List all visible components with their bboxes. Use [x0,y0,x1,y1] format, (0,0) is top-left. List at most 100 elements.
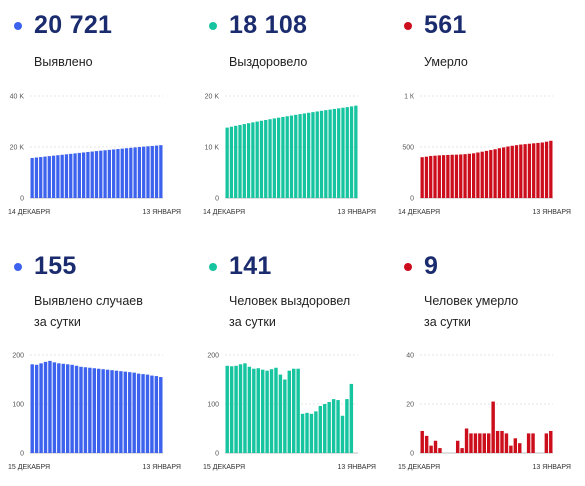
bar [504,433,509,453]
y-tick-label: 1 К [404,94,415,101]
bar [136,373,141,453]
bar [332,108,337,198]
bar [120,148,124,198]
y-tick-label: 20 [406,402,414,409]
bar [30,157,34,198]
bar [450,154,454,198]
bar [88,367,92,453]
bar [480,151,484,198]
bar [105,369,110,453]
bar [549,140,553,198]
bar [234,125,238,198]
bar [43,361,48,453]
total-value: 18 108 [229,11,308,39]
x-start-label: 14 ДЕКАБРЯ [203,209,245,216]
bar [260,369,265,453]
y-tick-label: 500 [402,145,414,152]
bar [252,368,256,453]
bar [61,363,65,453]
bar [526,433,531,453]
bar [460,448,464,453]
detected-chart: 0 20 K 40 K 14 ДЕКАБРЯ 13 ЯНВАРЯ [8,94,181,217]
bar [94,151,99,198]
bar [255,121,259,198]
bar [132,372,136,453]
bar [446,154,450,198]
bar [289,115,294,198]
bar [246,123,251,198]
recovered-chart: 0 10 K 20 K 14 ДЕКАБРЯ 13 ЯНВАРЯ [203,94,376,217]
y-tick-label: 0 [215,451,219,458]
bar [464,428,469,453]
bar [74,365,79,453]
panel-died: 561 Умерло 0 500 1 К 14 ДЕКАБРЯ 13 ЯНВАРЯ [390,0,585,243]
bar [471,153,476,198]
bar [493,149,497,198]
bar [107,149,112,198]
bar [424,435,429,453]
panel-recovered-daily: 141 Человек выздоровел за сутки 0 100 200 1… [195,243,390,486]
y-tick-label: 0 [410,451,414,458]
bar [319,110,324,198]
bar [65,364,70,453]
bar [77,152,81,198]
bar [296,368,300,453]
bar [519,144,523,198]
bar [81,152,86,198]
bar [487,433,491,453]
panel-recovered: 18 108 Выздоровело 0 10 K 20 K 14 ДЕКАБРЯ 13… [195,0,390,243]
bar [337,108,341,198]
bar [285,116,289,198]
bar [154,145,159,198]
bar [467,153,471,198]
bar [34,364,39,453]
bar [52,362,57,453]
total-value: 20 721 [34,11,113,39]
bar [327,402,331,453]
legend-dot [209,22,217,30]
bar [83,367,88,453]
bar [323,404,327,453]
panel-label: Умерло [424,52,468,73]
bar [527,143,532,198]
bar [56,155,60,198]
bar [340,415,345,453]
panel-died-daily: 9 Человек умерло за сутки 0 20 40 15 ДЕКАБР… [390,243,585,486]
bar [159,377,163,453]
bar [315,111,319,198]
panel-label: Выявлено [34,52,93,73]
bar [311,112,315,198]
bar [39,157,43,198]
x-end-label: 13 ЯНВАРЯ [337,464,376,471]
bar [79,366,83,453]
y-tick-label: 200 [12,353,24,360]
bar [269,369,274,453]
bar [482,433,486,453]
panel-label-line-1: Человек умерло [424,294,519,308]
bar [536,142,540,198]
panel-label: Человек умерло за сутки [424,291,518,333]
bar [433,155,437,198]
bar [544,141,549,198]
bar [506,146,510,198]
bar [500,430,504,453]
y-tick-label: 0 [215,196,219,203]
bar [497,148,502,198]
bar [142,146,146,198]
bar [309,413,314,453]
bar [518,443,522,453]
bar [116,149,120,198]
bar [51,155,56,198]
panel-label-line-1: Выявлено случаев [34,294,143,308]
bar [484,150,489,198]
bar [331,399,336,453]
bar [43,156,47,198]
bar [243,363,247,453]
y-tick-label: 10 K [205,145,220,152]
bar [314,411,318,453]
bar [34,157,39,198]
x-start-label: 14 ДЕКАБРЯ [8,209,50,216]
bar [112,149,116,198]
bar [229,366,234,453]
bar [354,105,358,198]
